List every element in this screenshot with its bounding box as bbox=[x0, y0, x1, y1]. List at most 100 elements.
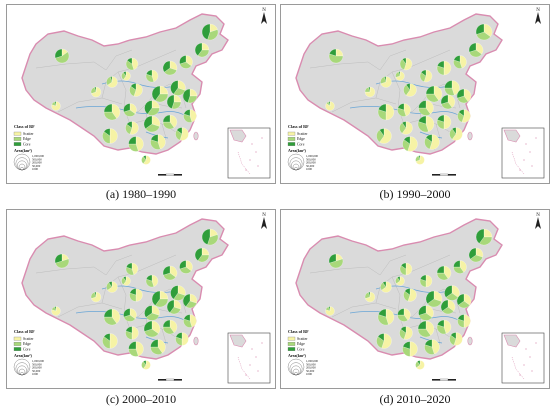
pie-hainan bbox=[415, 360, 425, 370]
pie-jiangsu bbox=[456, 88, 472, 104]
pie-slice-core bbox=[110, 76, 113, 83]
legend-label-core: Core bbox=[23, 142, 31, 146]
pie-slice-core bbox=[144, 305, 153, 318]
legend-size-circle bbox=[287, 358, 305, 376]
pie-slice-core bbox=[126, 262, 133, 270]
pie-jiangxi bbox=[162, 319, 178, 335]
pie-shandong bbox=[444, 80, 460, 96]
legend-area-value: 500,000 bbox=[306, 157, 316, 162]
pie-slice-core bbox=[453, 55, 461, 63]
pie-slice-core bbox=[108, 281, 113, 288]
pie-heilongjiang bbox=[475, 228, 493, 246]
pie-chongqing bbox=[397, 308, 411, 322]
pie-sichuan bbox=[377, 308, 395, 326]
china-landmass bbox=[21, 13, 229, 155]
taiwan-island bbox=[193, 131, 199, 141]
pie-slice-core bbox=[328, 101, 331, 107]
pie-heilongjiang bbox=[201, 23, 219, 41]
south-china-sea-inset bbox=[227, 332, 271, 384]
pie-liaoning bbox=[179, 260, 193, 274]
pie-slice-edge bbox=[328, 53, 344, 64]
pie-shanxi bbox=[145, 274, 159, 288]
pie-slice-core bbox=[437, 319, 445, 328]
pie-slice-core bbox=[176, 127, 183, 135]
pie-slice-core bbox=[125, 326, 133, 334]
pie-inner-mongolia bbox=[399, 262, 413, 276]
legend-size-circle bbox=[291, 160, 301, 171]
pie-gansu bbox=[106, 76, 118, 88]
pie-heilongjiang bbox=[201, 228, 219, 246]
pie-sichuan bbox=[103, 308, 121, 326]
pie-slice-scatter bbox=[409, 341, 418, 357]
pie-hubei bbox=[418, 100, 434, 116]
pie-slice-core bbox=[166, 299, 175, 313]
pie-slice-scatter bbox=[443, 114, 452, 130]
legend-label-edge: Edge bbox=[297, 137, 305, 141]
pie-slice-scatter bbox=[135, 341, 144, 357]
pie-slice-core bbox=[143, 155, 147, 161]
pie-slice-scatter bbox=[425, 100, 434, 115]
panel-caption: (c) 2000–2010 bbox=[105, 392, 177, 406]
pie-henan bbox=[425, 85, 443, 103]
pie-hunan bbox=[417, 320, 435, 338]
china-landmass bbox=[21, 218, 229, 360]
pie-slice-core bbox=[194, 247, 203, 261]
pie-slice-core bbox=[150, 339, 159, 348]
pie-slice-scatter bbox=[131, 326, 139, 340]
pie-inner-mongolia bbox=[125, 262, 139, 276]
legend-area-value: 200,000 bbox=[306, 161, 316, 166]
pie-ningxia bbox=[395, 71, 405, 81]
legend-swatch-edge bbox=[13, 342, 22, 346]
legend-size-circle bbox=[13, 153, 31, 171]
pie-slice-core bbox=[468, 247, 477, 260]
pie-guizhou bbox=[125, 121, 139, 135]
pie-sichuan bbox=[103, 103, 121, 121]
legend-area-value: 500,000 bbox=[32, 157, 42, 162]
legend-label-scatter: Scatter bbox=[297, 337, 308, 341]
pie-slice-core bbox=[437, 60, 445, 69]
pie-slice-core bbox=[418, 115, 427, 125]
map-panel-c: (c) 2000–2010 N Class of RF Scatter Edge Cor… bbox=[6, 209, 276, 409]
pie-jiangxi bbox=[436, 114, 452, 130]
pie-qinghai bbox=[364, 86, 376, 98]
legend-size-circle bbox=[20, 167, 24, 171]
river bbox=[75, 106, 187, 117]
pie-yunnan bbox=[102, 333, 118, 349]
pie-gansu bbox=[106, 281, 118, 293]
legend-label-scatter: Scatter bbox=[23, 132, 34, 136]
pie-slice-core bbox=[453, 260, 461, 268]
china-landmass bbox=[295, 13, 503, 155]
pie-slice-core bbox=[420, 274, 427, 282]
legend-area-value: 1,000,000 bbox=[32, 359, 45, 364]
legend-area-value: 1000 bbox=[32, 167, 39, 171]
province-boundary bbox=[35, 266, 107, 276]
legend-area-value: 1000 bbox=[32, 372, 39, 376]
pie-slice-core bbox=[146, 69, 153, 77]
pie-slice-scatter bbox=[425, 274, 433, 288]
pie-slice-scatter bbox=[443, 60, 452, 76]
legend-label-edge: Edge bbox=[297, 342, 305, 346]
pie-slice-scatter bbox=[157, 339, 166, 354]
pie-slice-core bbox=[103, 103, 113, 113]
legend-swatch-core bbox=[287, 142, 296, 146]
pie-slice-scatter bbox=[396, 276, 405, 286]
pie-anhui bbox=[166, 299, 182, 315]
pie-tibet bbox=[51, 306, 61, 316]
pie-henan bbox=[151, 85, 169, 103]
pie-slice-scatter bbox=[402, 121, 413, 135]
pie-jiangsu bbox=[182, 88, 198, 104]
pie-slice-scatter bbox=[123, 276, 131, 286]
panel-caption: (b) 1990–2000 bbox=[379, 187, 451, 201]
province-boundary bbox=[407, 49, 451, 69]
pie-slice-core bbox=[143, 115, 153, 129]
pie-slice-scatter bbox=[385, 103, 395, 121]
pie-xinjiang bbox=[54, 253, 70, 269]
pie-jiangsu bbox=[456, 293, 472, 309]
pie-slice-edge bbox=[55, 51, 70, 64]
pie-anhui bbox=[166, 94, 182, 110]
pie-slice-core bbox=[54, 101, 57, 107]
